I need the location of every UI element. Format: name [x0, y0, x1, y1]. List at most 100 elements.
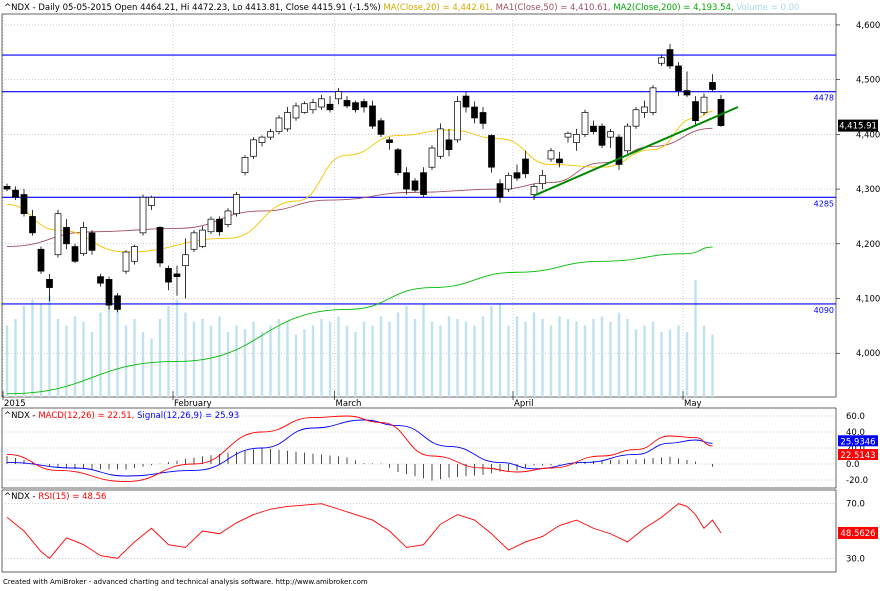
- volume-bar: [379, 316, 383, 397]
- macd-header: ^NDX - MACD(12,26) = 22.51, Signal(12,26…: [4, 411, 239, 421]
- volume-bar: [600, 316, 604, 397]
- candle-body: [63, 227, 70, 245]
- volume-bar: [498, 303, 502, 397]
- volume-bar: [260, 332, 264, 397]
- volume-bar: [660, 332, 663, 397]
- volume-bar: [430, 321, 434, 397]
- candle-body: [522, 158, 529, 175]
- candle-body: [445, 139, 453, 151]
- volume-bar: [473, 325, 476, 397]
- volume-bar: [209, 325, 213, 397]
- volume-bar: [634, 329, 638, 397]
- volume-bar: [362, 321, 366, 397]
- volume-bar: [583, 325, 587, 397]
- candle-body: [241, 157, 249, 174]
- candle-body: [233, 194, 240, 215]
- candle-body: [624, 125, 631, 152]
- candle-body: [496, 183, 504, 198]
- volume-bar: [5, 325, 9, 397]
- ma20-line: [6, 110, 713, 253]
- volume-bar: [558, 316, 561, 397]
- candle-body: [547, 150, 555, 160]
- volume-bar: [524, 321, 527, 397]
- support-resistance-lines: 4478 4285 4090: [2, 54, 836, 315]
- candle-body: [700, 96, 708, 113]
- candle-body: [641, 106, 648, 113]
- price-tick-label: 4,200: [856, 240, 880, 250]
- candle-body: [590, 125, 597, 132]
- candle-body: [377, 120, 385, 135]
- trendline-layer: [533, 106, 739, 197]
- candle-body: [632, 109, 640, 127]
- candle-body: [80, 227, 87, 254]
- volume-bar: [277, 319, 281, 397]
- candle-body: [46, 279, 53, 288]
- price-header: ^NDX - Daily 05-05-2015 Open 4464.21, Hi…: [4, 3, 799, 13]
- volume-bar: [294, 334, 298, 397]
- volume-bar: [269, 325, 272, 397]
- candle-body: [131, 246, 138, 262]
- date-tick-label: 2015: [4, 399, 26, 409]
- volume-bar: [507, 325, 510, 397]
- volume-bar: [158, 319, 162, 397]
- candle-body: [20, 194, 28, 215]
- candle-body: [343, 100, 351, 107]
- volume-bar: [48, 295, 51, 397]
- rsi-value-tag: [838, 526, 878, 539]
- volume-bar: [677, 325, 680, 397]
- volume-bar: [413, 319, 417, 397]
- rsi-line: [6, 503, 722, 559]
- volume-bar: [65, 325, 68, 397]
- price-tick-label: 4,400: [856, 130, 880, 140]
- candle-body: [88, 232, 96, 251]
- volume-bar: [702, 325, 706, 397]
- candle-body: [513, 172, 521, 179]
- candle-body: [199, 229, 206, 247]
- level-label: 4285: [814, 199, 834, 208]
- candle-body: [105, 279, 113, 306]
- candle-body: [607, 131, 614, 138]
- candle-body: [666, 49, 674, 67]
- volume-bar: [541, 319, 544, 397]
- candle-body: [326, 103, 334, 111]
- volume-bar: [609, 321, 612, 397]
- candle-body: [71, 246, 79, 262]
- candle-body: [318, 98, 325, 108]
- date-tick-label: February: [174, 399, 212, 409]
- price-panel-frame: [1, 13, 837, 398]
- volume-bar: [116, 306, 119, 397]
- volume-bar: [405, 306, 408, 397]
- candle-body: [97, 276, 104, 284]
- volume-bar: [456, 319, 459, 397]
- last-price-label: 4,415.91: [839, 122, 877, 132]
- candle-body: [403, 172, 410, 190]
- volume-bars: [5, 280, 714, 397]
- ma50-line: [6, 127, 713, 247]
- price-tick-label: 4,000: [856, 349, 880, 359]
- volume-bar: [566, 319, 570, 397]
- candle-body: [530, 186, 538, 195]
- date-tick-label: March: [336, 399, 362, 409]
- rsi-header: ^NDX - RSI(15) = 48.56: [4, 492, 106, 502]
- volume-bar: [685, 332, 689, 397]
- candle-body: [556, 158, 563, 164]
- volume-bar: [668, 329, 672, 397]
- volume-bar: [243, 329, 247, 397]
- candle-body: [360, 101, 368, 108]
- candle-body: [335, 91, 342, 100]
- candle-body: [114, 295, 121, 310]
- macd-gridlines: [2, 415, 836, 481]
- candle-body: [173, 273, 181, 277]
- candle-body: [598, 125, 606, 146]
- volume-bar: [575, 321, 578, 397]
- volume-bar: [337, 316, 340, 397]
- macd-histogram: [6, 448, 713, 481]
- candle-body: [386, 139, 393, 143]
- volume-bar: [14, 319, 17, 397]
- volume-bar: [592, 319, 595, 397]
- price-tick-label: 4,600: [856, 21, 880, 31]
- volume-bar: [303, 329, 306, 397]
- candle-body: [581, 112, 589, 135]
